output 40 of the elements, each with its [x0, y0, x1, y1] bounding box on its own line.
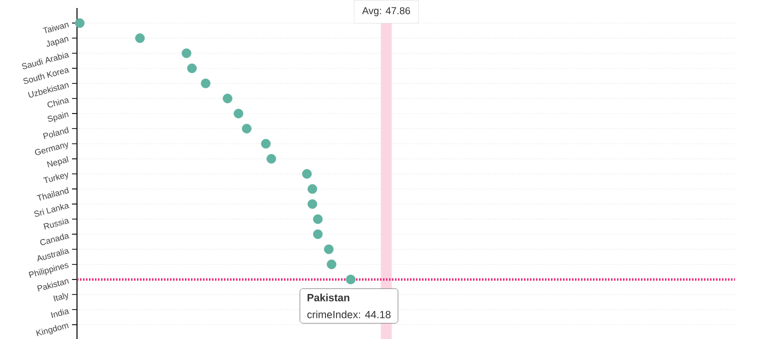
annotation: Pakistan	[308, 294, 350, 302]
point	[313, 229, 323, 239]
point	[222, 94, 232, 104]
y-tick-label: Australia	[38, 248, 70, 262]
y-tick-label: Canada	[40, 233, 70, 246]
y-tick-label: China	[48, 98, 70, 108]
y-tick-label: Spain	[48, 112, 69, 122]
point	[242, 124, 252, 134]
point	[302, 169, 312, 179]
point	[266, 154, 276, 164]
point	[135, 33, 145, 43]
y-tick-label: Russia	[44, 218, 70, 230]
point	[234, 108, 244, 118]
y-tick-label: Sri Lanka	[34, 204, 70, 217]
text: Avg: 47.86	[362, 7, 410, 16]
y-tick-label: Kingdom	[36, 324, 69, 336]
y-tick-label: Germany	[35, 142, 68, 155]
point	[74, 18, 85, 28]
y-tick-label: Italy	[53, 292, 68, 302]
point	[324, 244, 334, 254]
point	[261, 138, 271, 149]
y-tick-label: Japan	[46, 37, 69, 47]
y-tick-label: Taiwan	[42, 22, 69, 34]
y-tick-label: South Korea	[23, 68, 70, 84]
point	[326, 260, 336, 270]
y-tick-label: India	[50, 308, 70, 318]
y-tick-label: Pakistan	[37, 279, 69, 292]
annotation: crimeIndex: 44.18	[307, 310, 391, 318]
point	[308, 184, 318, 194]
point	[308, 199, 318, 209]
y-tick-label: Poland	[43, 126, 69, 140]
point	[182, 48, 192, 58]
point	[200, 78, 210, 88]
y-tick-label: Turkey	[43, 172, 68, 183]
point	[187, 64, 197, 74]
y-tick-label: Thailand	[36, 187, 69, 201]
y-tick-label: Saudi Arabia	[22, 52, 70, 70]
point	[313, 214, 323, 224]
point	[346, 274, 356, 284]
y-tick-label: Nepal	[46, 156, 69, 168]
